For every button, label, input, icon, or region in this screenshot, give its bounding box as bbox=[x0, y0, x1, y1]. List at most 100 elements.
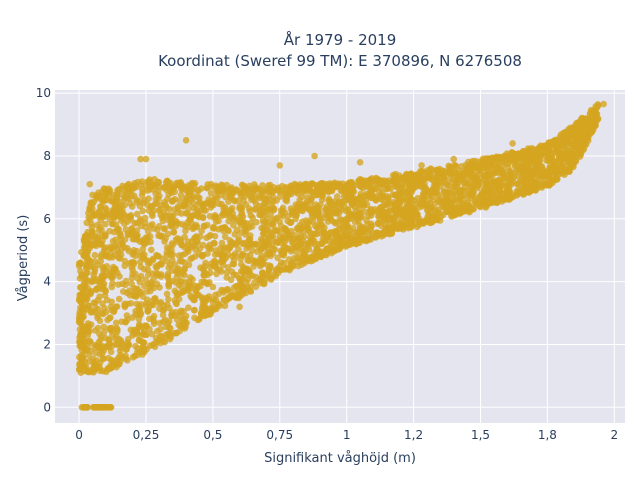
data-point bbox=[356, 205, 363, 212]
data-point bbox=[172, 268, 180, 275]
data-point bbox=[498, 198, 506, 205]
data-point bbox=[509, 140, 516, 147]
x-tick-label: 1 bbox=[343, 428, 351, 442]
data-point bbox=[214, 186, 222, 193]
data-point bbox=[242, 225, 250, 232]
x-tick-label: 0 bbox=[75, 428, 83, 442]
data-point bbox=[302, 217, 310, 224]
data-point bbox=[428, 205, 436, 212]
data-point bbox=[84, 368, 92, 376]
x-tick-label: 0,5 bbox=[203, 428, 222, 442]
data-point bbox=[230, 197, 238, 204]
y-tick-label: 8 bbox=[43, 149, 51, 163]
data-point bbox=[178, 210, 185, 217]
data-point bbox=[101, 328, 108, 336]
data-point bbox=[92, 277, 99, 285]
data-point bbox=[311, 230, 319, 238]
data-point bbox=[248, 223, 256, 230]
y-tick-label: 10 bbox=[36, 86, 51, 100]
data-point bbox=[161, 225, 168, 233]
data-point bbox=[583, 135, 590, 142]
data-point bbox=[177, 322, 185, 329]
data-point bbox=[266, 181, 274, 189]
data-point bbox=[112, 319, 120, 327]
data-point bbox=[117, 337, 125, 345]
data-point bbox=[557, 139, 564, 147]
data-point bbox=[227, 276, 235, 284]
data-point bbox=[588, 117, 596, 124]
data-point bbox=[264, 222, 271, 229]
data-point bbox=[299, 184, 307, 191]
data-point bbox=[142, 155, 150, 163]
data-point bbox=[314, 210, 322, 217]
data-point bbox=[106, 243, 114, 251]
data-point bbox=[549, 167, 557, 175]
data-point bbox=[182, 227, 189, 235]
data-point bbox=[136, 215, 144, 223]
data-point bbox=[136, 258, 144, 266]
data-point bbox=[174, 203, 182, 210]
data-point bbox=[131, 220, 138, 227]
data-point bbox=[412, 210, 420, 218]
data-point bbox=[165, 296, 172, 303]
data-point bbox=[132, 342, 139, 350]
data-point bbox=[469, 188, 477, 195]
data-point bbox=[293, 248, 300, 256]
data-point bbox=[320, 228, 328, 236]
data-point bbox=[380, 193, 388, 200]
data-point bbox=[526, 146, 534, 153]
data-point bbox=[196, 233, 204, 240]
data-point bbox=[150, 225, 157, 232]
data-point bbox=[151, 295, 158, 302]
data-point bbox=[142, 223, 149, 231]
data-point bbox=[286, 189, 294, 196]
data-point bbox=[215, 226, 222, 233]
data-point bbox=[594, 102, 602, 109]
data-point bbox=[142, 331, 149, 339]
data-point bbox=[287, 183, 295, 190]
data-point bbox=[116, 347, 124, 355]
data-point bbox=[115, 353, 123, 361]
data-point bbox=[298, 245, 306, 252]
data-point bbox=[262, 203, 270, 211]
data-point bbox=[299, 223, 307, 231]
data-point bbox=[299, 237, 307, 244]
data-point bbox=[557, 131, 565, 138]
data-point bbox=[295, 200, 303, 208]
data-point bbox=[347, 235, 354, 243]
data-point bbox=[210, 201, 217, 209]
data-point bbox=[380, 230, 388, 237]
data-point bbox=[450, 155, 458, 163]
data-point bbox=[163, 290, 171, 298]
data-point bbox=[327, 229, 334, 236]
data-point bbox=[417, 168, 424, 175]
data-point bbox=[518, 184, 526, 192]
data-point bbox=[167, 333, 175, 341]
data-point bbox=[190, 204, 198, 212]
data-point bbox=[237, 255, 244, 263]
data-point bbox=[259, 216, 267, 224]
chart-title-line-2: Koordinat (Sweref 99 TM): E 370896, N 62… bbox=[158, 52, 522, 70]
data-point bbox=[102, 404, 110, 411]
data-point bbox=[301, 200, 309, 208]
data-point bbox=[365, 180, 373, 187]
data-point bbox=[274, 254, 281, 262]
data-point bbox=[516, 150, 523, 157]
ticks-layer: 0 0,25 0,5 0,75 1 1,2 1,5 1,8 2 0 2 4 6 8 10 bbox=[36, 86, 618, 442]
data-point bbox=[334, 193, 341, 200]
data-point bbox=[236, 202, 244, 210]
data-point bbox=[136, 198, 143, 205]
data-point bbox=[79, 325, 86, 333]
data-point bbox=[159, 217, 167, 225]
data-point bbox=[428, 171, 435, 178]
data-point bbox=[277, 222, 285, 230]
data-point bbox=[97, 217, 104, 224]
data-point bbox=[132, 311, 139, 318]
data-point bbox=[207, 190, 215, 197]
data-point bbox=[127, 213, 134, 221]
data-point bbox=[524, 175, 531, 183]
data-point bbox=[185, 304, 192, 312]
data-point bbox=[83, 404, 91, 411]
data-point bbox=[112, 303, 120, 311]
data-point bbox=[91, 251, 99, 259]
